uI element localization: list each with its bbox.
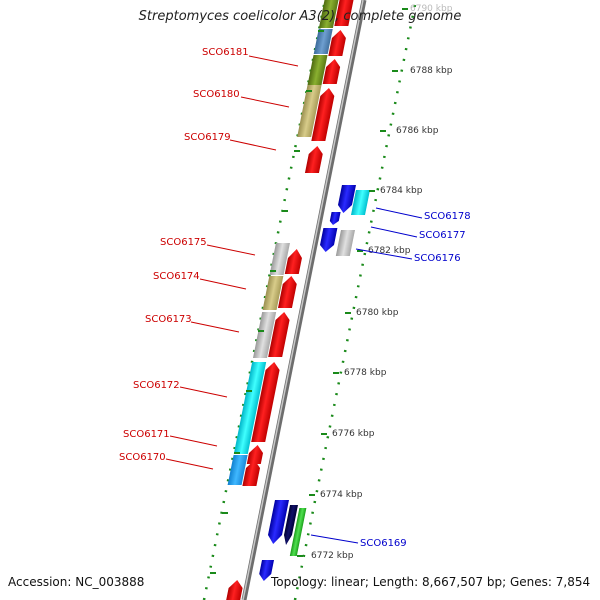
left-track-genes: [227, 0, 340, 485]
map-title: Streptomyces coelicolor A3(2), complete …: [138, 9, 462, 24]
scale-label: 6778 kbp: [344, 368, 387, 378]
forward-gene-arrow[interactable]: [328, 30, 347, 56]
scale-label: 6774 kbp: [320, 490, 363, 500]
reverse-gene-arrow[interactable]: [319, 228, 338, 252]
forward-gene-arrow[interactable]: [311, 88, 336, 141]
gene-label-left[interactable]: SCO6173: [145, 314, 192, 325]
forward-gene-arrow[interactable]: [304, 146, 324, 173]
forward-gene-arrow[interactable]: [334, 0, 355, 26]
scale-label: 6786 kbp: [396, 126, 439, 136]
left-track-ticks: [210, 30, 324, 574]
gene-label-left[interactable]: SCO6175: [160, 237, 207, 248]
leader-line: [179, 386, 228, 398]
gene-label-right[interactable]: SCO6178: [424, 211, 471, 222]
chromosome-backbone: [241, 0, 367, 600]
leader-line: [169, 435, 218, 447]
leader-line: [240, 96, 290, 108]
gene-label-left[interactable]: SCO6172: [133, 380, 180, 391]
gene-label-left[interactable]: SCO6174: [153, 271, 200, 282]
gene-block-gray[interactable]: [252, 312, 277, 358]
leader-line: [165, 458, 214, 470]
scale-label: 6772 kbp: [311, 551, 354, 561]
gene-block-cyan[interactable]: [350, 190, 370, 215]
forward-strand-genes: [226, 0, 355, 600]
reverse-gene-arrow[interactable]: [282, 505, 298, 545]
gene-block-gray[interactable]: [269, 243, 290, 275]
gene-block-cyan[interactable]: [233, 362, 267, 454]
scale-label: 6784 kbp: [380, 186, 423, 196]
gene-block-khaki[interactable]: [262, 276, 284, 310]
leader-line: [355, 248, 413, 260]
scale-label: 6782 kbp: [368, 246, 411, 256]
reverse-gene-arrow[interactable]: [329, 212, 341, 225]
forward-gene-arrow[interactable]: [322, 59, 342, 84]
leader-line: [375, 207, 423, 219]
gene-block-sky[interactable]: [227, 455, 248, 485]
gene-block-olive[interactable]: [318, 0, 340, 28]
reverse-gene-arrow[interactable]: [336, 185, 356, 213]
scale-labels: 6790 kbp 6788 kbp 6786 kbp 6784 kbp 6782…: [311, 4, 453, 561]
chromosome-backbone-highlight: [242, 0, 364, 600]
reverse-gene-arrow[interactable]: [266, 500, 289, 544]
forward-gene-arrow[interactable]: [251, 362, 281, 442]
reverse-gene-arrow[interactable]: [258, 560, 275, 581]
scale-label: 6780 kbp: [356, 308, 399, 318]
scale-label: 6788 kbp: [410, 66, 453, 76]
gene-label-left[interactable]: SCO6179: [184, 132, 231, 143]
gene-label-left[interactable]: SCO6170: [119, 452, 166, 463]
leader-line: [310, 534, 359, 544]
scale-label: 6790 kbp: [410, 4, 453, 14]
gene-block-steel[interactable]: [313, 29, 333, 54]
scale-ticks: [297, 8, 408, 557]
gene-block-green[interactable]: [289, 508, 307, 556]
forward-gene-arrow[interactable]: [226, 580, 244, 600]
gene-label-right[interactable]: SCO6176: [414, 253, 461, 264]
forward-gene-arrow[interactable]: [284, 249, 304, 274]
leader-line: [199, 278, 247, 290]
right-gene-labels: SCO6178 SCO6177 SCO6176 SCO6169: [310, 207, 471, 549]
gene-block-gray[interactable]: [335, 230, 355, 256]
forward-gene-arrow[interactable]: [277, 276, 298, 308]
leader-line: [190, 321, 240, 333]
gene-label-right[interactable]: SCO6177: [419, 230, 466, 241]
gene-label-left[interactable]: SCO6181: [202, 47, 249, 58]
forward-gene-arrow[interactable]: [268, 312, 291, 357]
gene-block-olive[interactable]: [307, 55, 328, 85]
accession-label: Accession: NC_003888: [8, 575, 145, 589]
gene-label-left[interactable]: SCO6171: [123, 429, 170, 440]
gene-label-left[interactable]: SCO6180: [193, 89, 240, 100]
leader-line: [370, 226, 418, 238]
forward-gene-arrow[interactable]: [246, 445, 265, 464]
genome-summary: Topology: linear; Length: 8,667,507 bp; …: [271, 575, 591, 589]
leader-line: [229, 139, 277, 151]
reverse-strand-genes: [258, 185, 370, 581]
forward-gene-arrow[interactable]: [242, 460, 261, 486]
scale-label: 6776 kbp: [332, 429, 375, 439]
gene-block-khaki[interactable]: [297, 85, 322, 137]
gene-label-right[interactable]: SCO6169: [360, 538, 407, 549]
leader-line: [248, 55, 299, 67]
leader-line: [206, 244, 256, 256]
left-gene-labels: SCO6181 SCO6180 SCO6179 SCO6175 SCO6174 …: [119, 47, 299, 470]
